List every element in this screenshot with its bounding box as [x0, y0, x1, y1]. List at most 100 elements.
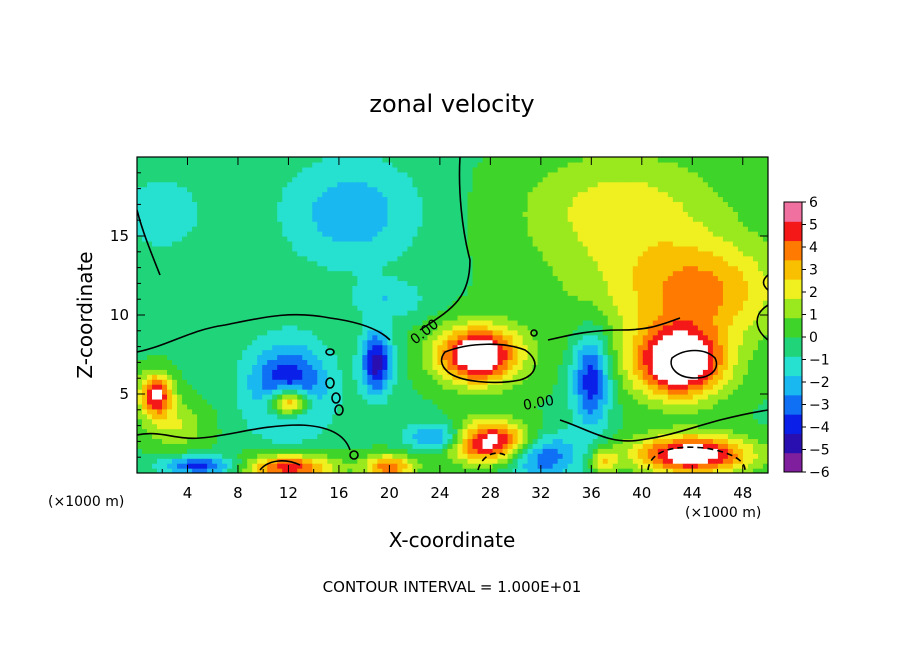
field-cell: [332, 191, 338, 198]
field-cell: [427, 379, 434, 385]
field-cell: [222, 468, 228, 473]
field-cell: [412, 181, 419, 188]
field-cell: [212, 157, 218, 163]
field-cell: [142, 398, 148, 405]
field-cell: [387, 295, 394, 301]
field-cell: [177, 374, 183, 380]
field-cell: [252, 290, 258, 296]
field-cell: [472, 285, 479, 291]
field-cell: [232, 305, 238, 311]
field-cell: [347, 280, 353, 286]
field-cell: [157, 369, 163, 375]
field-cell: [377, 389, 383, 395]
field-cell: [382, 245, 388, 252]
field-cell: [277, 310, 283, 316]
field-cell: [282, 171, 288, 178]
field-cell: [147, 201, 153, 207]
field-cell: [152, 413, 158, 420]
field-cell: [162, 349, 168, 356]
field-cell: [492, 171, 499, 178]
field-cell: [442, 300, 449, 306]
field-cell: [162, 438, 168, 444]
field-cell: [412, 305, 419, 311]
field-cell: [177, 250, 183, 257]
field-cell: [222, 221, 228, 227]
field-cell: [252, 236, 258, 242]
field-cell: [332, 344, 338, 351]
field-cell: [202, 280, 208, 286]
field-cell: [232, 181, 238, 188]
field-cell: [357, 339, 363, 346]
field-cell: [517, 231, 524, 237]
velocity-field: [137, 157, 768, 473]
field-cell: [202, 157, 208, 163]
field-cell: [412, 216, 419, 222]
field-cell: [332, 329, 338, 336]
field-cell: [387, 280, 394, 286]
field-cell: [462, 364, 469, 370]
field-cell: [282, 413, 288, 420]
field-cell: [302, 448, 308, 454]
field-cell: [447, 364, 454, 370]
field-cell: [387, 349, 394, 356]
field-cell: [242, 176, 248, 183]
field-cell: [522, 265, 529, 272]
field-cell: [192, 418, 198, 425]
field-cell: [257, 463, 263, 469]
field-cell: [517, 443, 524, 449]
field-cell: [157, 211, 163, 217]
field-cell: [452, 418, 459, 425]
field-cell: [472, 443, 479, 449]
field-cell: [517, 300, 524, 306]
field-cell: [137, 339, 143, 346]
field-cell: [322, 255, 328, 262]
field-cell: [432, 191, 439, 198]
field-cell: [447, 374, 454, 380]
field-cell: [452, 245, 459, 252]
field-cell: [412, 285, 419, 291]
field-cell: [477, 191, 484, 198]
field-cell: [172, 231, 178, 237]
field-cell: [137, 458, 143, 464]
field-cell: [272, 221, 278, 227]
field-cell: [407, 216, 414, 222]
field-cell: [412, 166, 419, 173]
field-cell: [152, 310, 158, 316]
field-cell: [467, 275, 474, 282]
field-cell: [172, 468, 178, 473]
field-cell: [462, 413, 469, 420]
field-cell: [277, 349, 283, 356]
field-cell: [517, 344, 524, 351]
field-cell: [392, 349, 399, 356]
field-cell: [402, 305, 409, 311]
field-cell: [247, 216, 253, 222]
field-cell: [287, 236, 293, 242]
field-cell: [147, 398, 153, 405]
field-cell: [387, 161, 394, 168]
field-cell: [302, 413, 308, 420]
field-cell: [277, 463, 283, 469]
field-cell: [142, 374, 148, 380]
field-cell: [197, 221, 203, 227]
field-cell: [357, 166, 363, 173]
field-cell: [382, 250, 388, 257]
field-cell: [442, 374, 449, 380]
field-cell: [207, 438, 213, 444]
field-cell: [247, 260, 253, 267]
field-cell: [432, 171, 439, 178]
field-cell: [382, 453, 388, 459]
field-cell: [302, 428, 308, 435]
field-cell: [162, 186, 168, 193]
field-cell: [437, 339, 444, 346]
field-cell: [297, 443, 303, 449]
field-cell: [447, 403, 454, 410]
field-cell: [372, 231, 378, 237]
field-cell: [337, 270, 343, 277]
field-cell: [162, 196, 168, 203]
field-cell: [477, 280, 484, 286]
field-cell: [177, 344, 183, 351]
field-cell: [467, 418, 474, 425]
field-cell: [372, 324, 378, 331]
field-cell: [517, 339, 524, 346]
field-cell: [157, 166, 163, 173]
